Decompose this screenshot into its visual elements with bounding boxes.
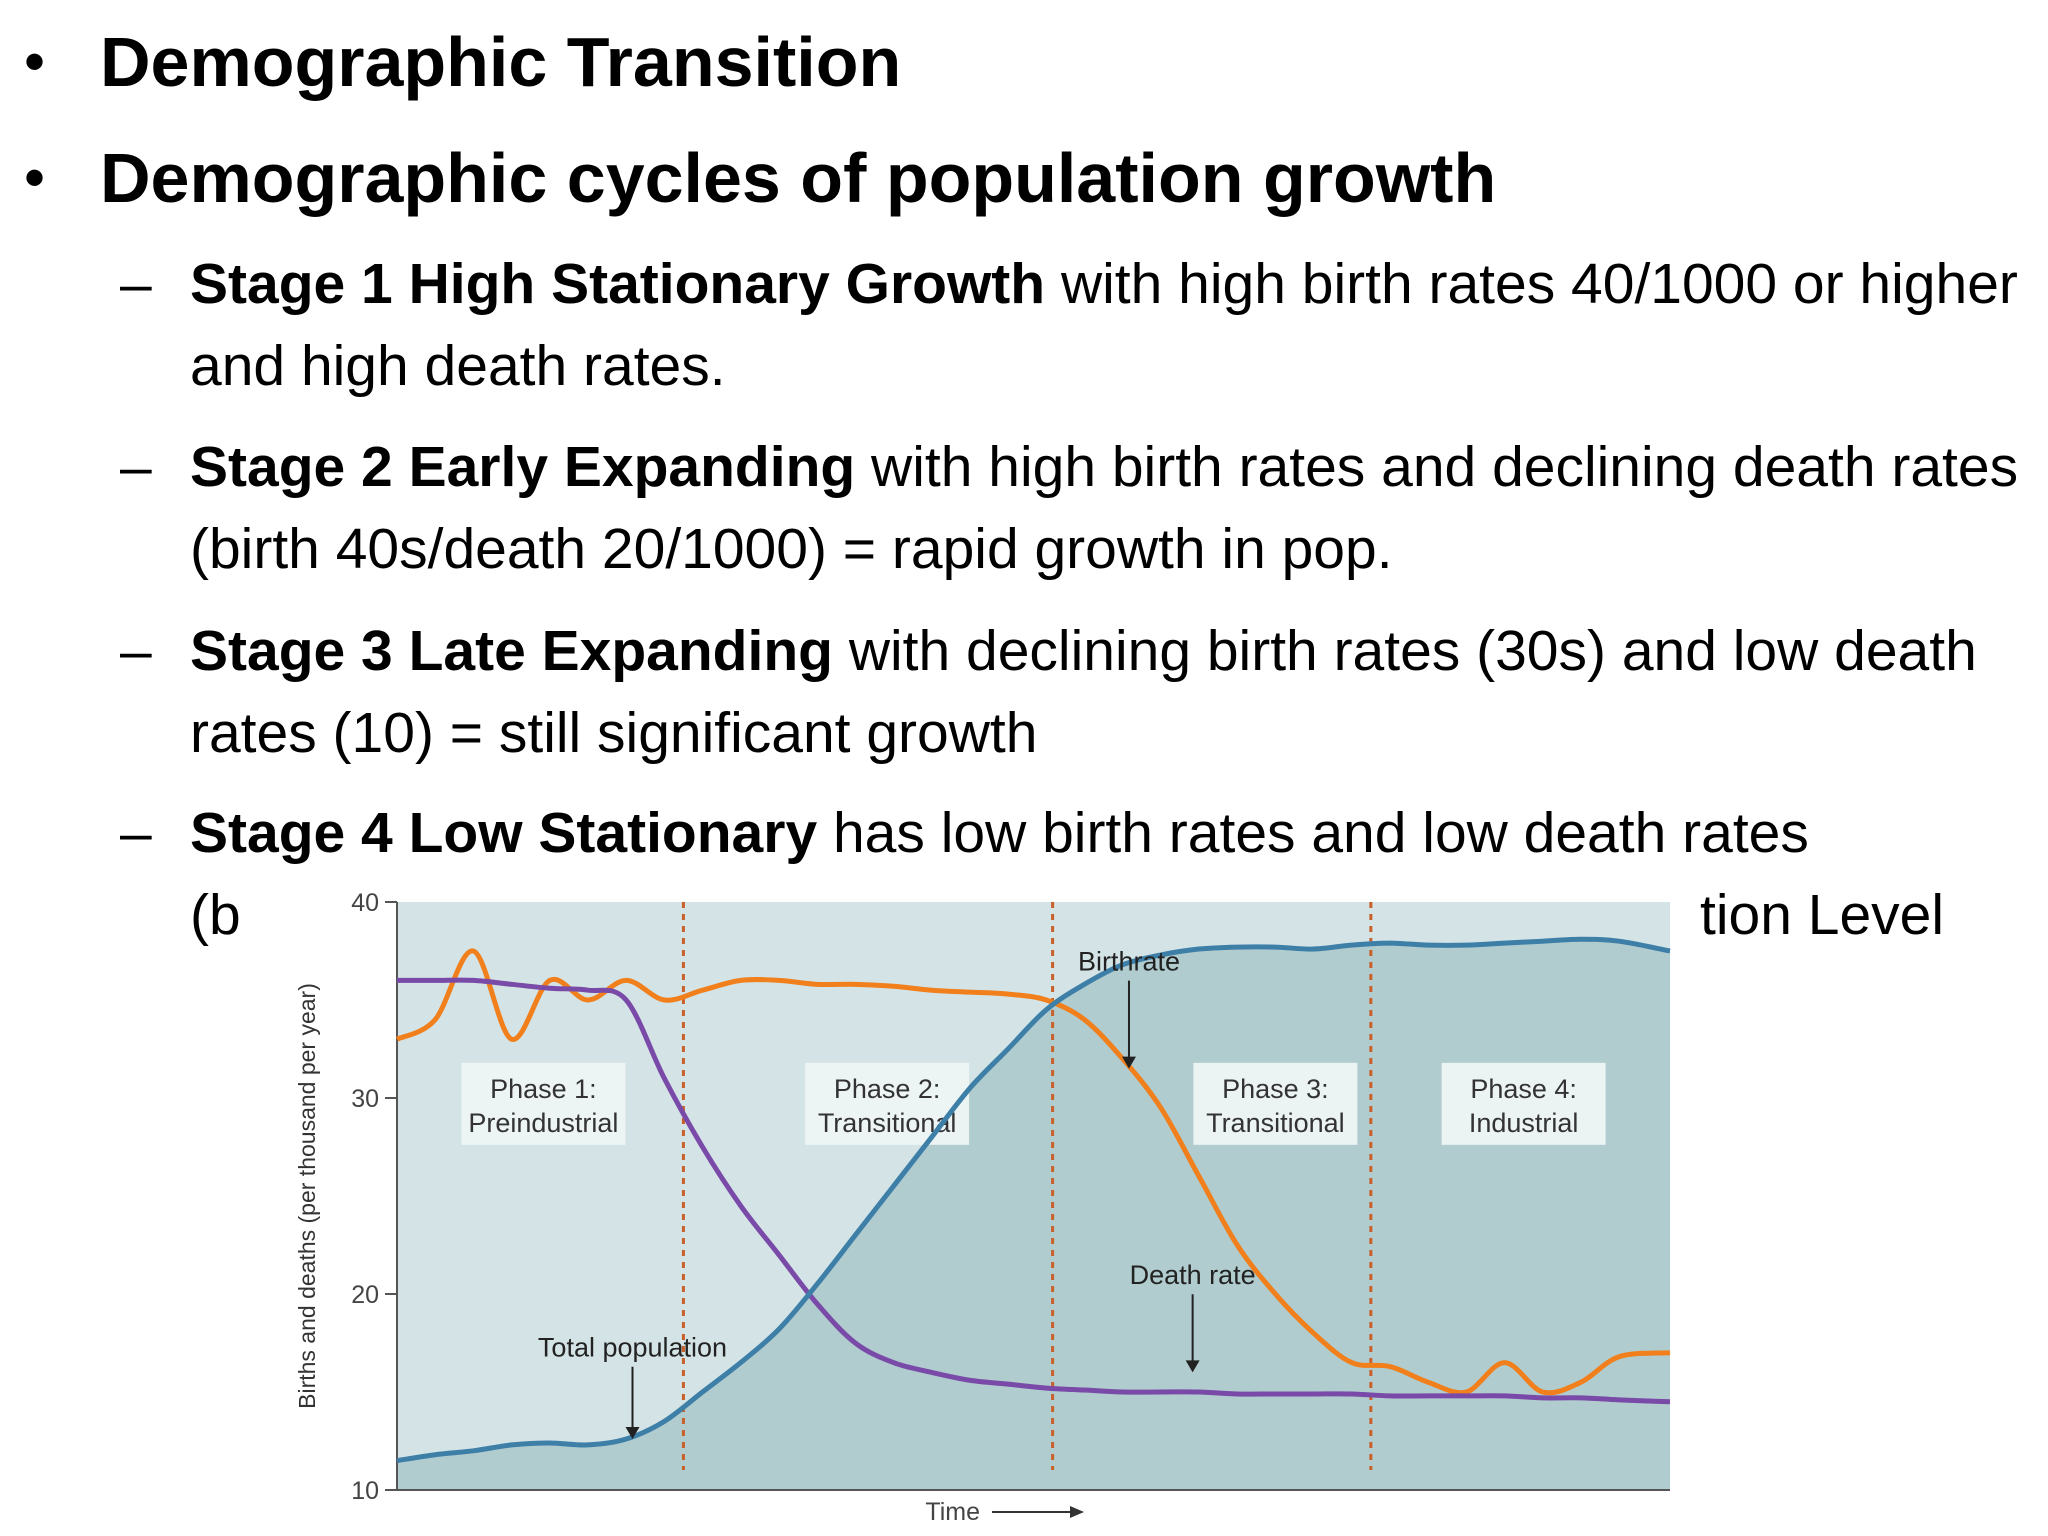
phase-label-line2: Transitional — [1206, 1108, 1345, 1138]
stage-3-text: – Stage 3 Late Expanding with declining b… — [120, 619, 1977, 765]
chart-svg: 10 20 30 40 Births and deaths (per thousand … — [294, 889, 1671, 1526]
stage-2-desc: with high birth rates and declining deat… — [190, 435, 2019, 581]
phase-label-line1: Phase 1: — [490, 1074, 597, 1104]
stage-1-desc: with high birth rates 40/1000 or higher … — [190, 252, 2018, 398]
stage-1-text: – Stage 1 High Stationary Growth with hig… — [120, 252, 2018, 398]
annotation-arrow-head — [625, 1427, 640, 1440]
y-tick-label: 10 — [351, 1477, 379, 1505]
demographic-transition-chart: 10 20 30 40 Births and deaths (per thousand … — [280, 880, 1700, 1536]
phase-label-box — [1441, 1062, 1606, 1145]
phase-label-box — [461, 1062, 626, 1145]
stage-3-title: Stage 3 Late Expanding — [190, 619, 833, 683]
x-axis-arrow-head — [1070, 1506, 1084, 1518]
stage-2-title: Stage 2 Early Expanding — [190, 435, 856, 499]
series-line-birthrate — [395, 948, 1671, 1396]
stage-1-title: Stage 1 High Stationary Growth — [190, 252, 1046, 316]
phase-label-box — [1193, 1062, 1358, 1145]
y-tick-label: 40 — [351, 889, 379, 917]
annotation-label: Birthrate — [1078, 947, 1180, 977]
bullet-dot: • — [24, 144, 46, 211]
phase-label-line1: Phase 4: — [1470, 1074, 1577, 1104]
bullet-title-2: Demographic cycles of population growth — [100, 139, 1497, 217]
y-tick-label: 20 — [351, 1281, 379, 1309]
stage-4-title: Stage 4 Low Stationary — [190, 801, 818, 865]
partial-line-right: tion Level — [1700, 883, 1945, 947]
annotation-arrow-head — [1121, 1056, 1136, 1069]
bullet-dot: • — [24, 28, 46, 95]
annotation-arrow-head — [1185, 1360, 1200, 1373]
y-axis-label: Births and deaths (per thousand per year… — [294, 983, 320, 1409]
phase-label-line2: Preindustrial — [468, 1108, 618, 1138]
stage-4-desc: has low birth rates and low death rates — [817, 801, 1809, 865]
series-line-total-population — [396, 936, 1671, 1464]
annotation-label: Death rate — [1130, 1260, 1256, 1290]
stage-4-text: – Stage 4 Low Stationary has low birth ra… — [120, 801, 1809, 865]
stage-3-desc: with declining birth rates (30s) and low… — [190, 619, 1977, 765]
stage-2-text: – Stage 2 Early Expanding with high birth… — [120, 435, 2019, 581]
partial-line-left: (b — [190, 883, 241, 947]
series-line-death-rate — [396, 977, 1671, 1405]
phase-label-line2: Industrial — [1469, 1108, 1579, 1138]
annotation-label: Total population — [538, 1333, 727, 1363]
y-tick-label: 30 — [351, 1085, 379, 1113]
bullet-title-1: Demographic Transition — [100, 23, 902, 101]
phase-label-line1: Phase 3: — [1222, 1074, 1329, 1104]
x-axis-label: Time — [925, 1498, 980, 1526]
phase-label-box — [805, 1062, 970, 1145]
phase-label-line1: Phase 2: — [834, 1074, 941, 1104]
